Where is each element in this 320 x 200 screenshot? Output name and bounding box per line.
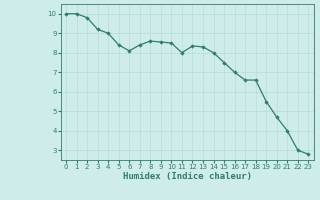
X-axis label: Humidex (Indice chaleur): Humidex (Indice chaleur) [123, 172, 252, 181]
